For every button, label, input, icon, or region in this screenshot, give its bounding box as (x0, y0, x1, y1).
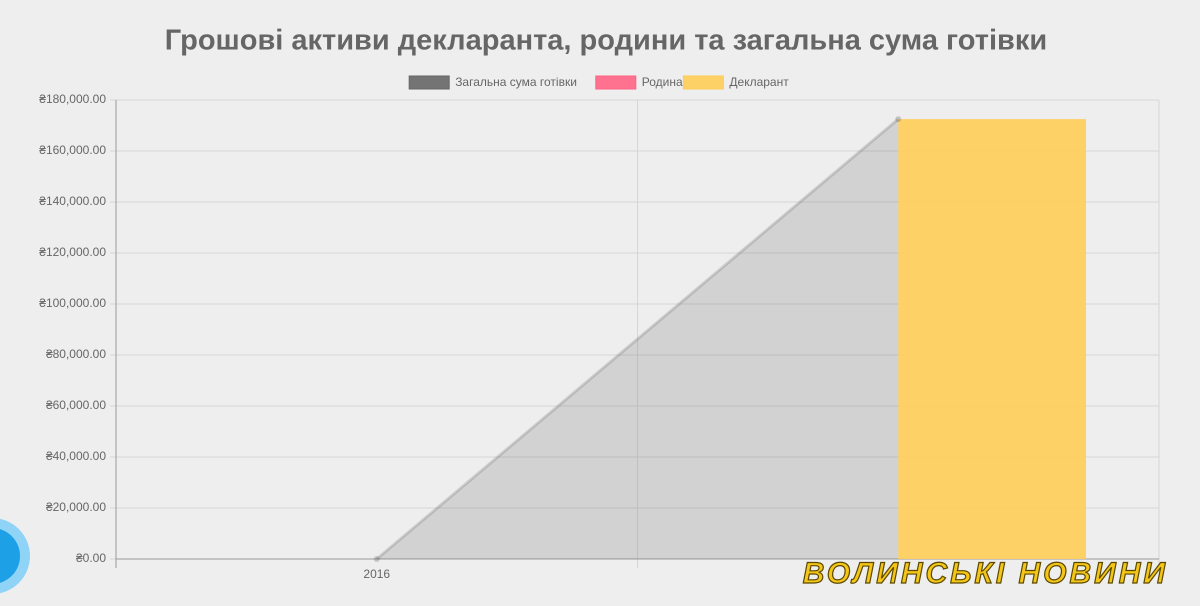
line-point (373, 556, 380, 562)
y-tick-label: ₴100,000.00 (39, 296, 106, 310)
y-tick-label: ₴40,000.00 (46, 449, 106, 463)
x-tick-label: 2016 (363, 567, 390, 581)
legend-label: Загальна сума готівки (455, 75, 577, 89)
y-tick-label: ₴0.00 (76, 551, 106, 565)
plot: ₴0.00 ₴20,000.00 ₴40,000.00 ₴60,000.00 ₴80,0… (39, 75, 1160, 581)
side-button-inner (0, 529, 20, 583)
line-point (895, 116, 902, 123)
legend-label: Родина (642, 75, 683, 89)
y-tick-label: ₴160,000.00 (39, 143, 106, 157)
y-tick-label: ₴80,000.00 (46, 347, 106, 361)
y-tick-label: ₴140,000.00 (39, 194, 106, 208)
line-area (376, 119, 899, 559)
legend-swatch (408, 75, 450, 90)
legend-swatch (595, 75, 637, 90)
legend-swatch (682, 75, 724, 90)
y-tick-label: ₴120,000.00 (39, 245, 106, 259)
line (375, 117, 900, 561)
bar (898, 119, 1086, 559)
chart-title: Грошові активи декларанта, родини та заг… (165, 25, 1047, 57)
y-tick-label: ₴20,000.00 (46, 500, 106, 514)
watermark: ВОЛИНСЬКІ НОВИНИ (803, 557, 1168, 590)
legend-label: Декларант (729, 75, 789, 89)
y-tick-label: ₴60,000.00 (46, 398, 106, 412)
y-tick-label: ₴180,000.00 (39, 92, 106, 106)
